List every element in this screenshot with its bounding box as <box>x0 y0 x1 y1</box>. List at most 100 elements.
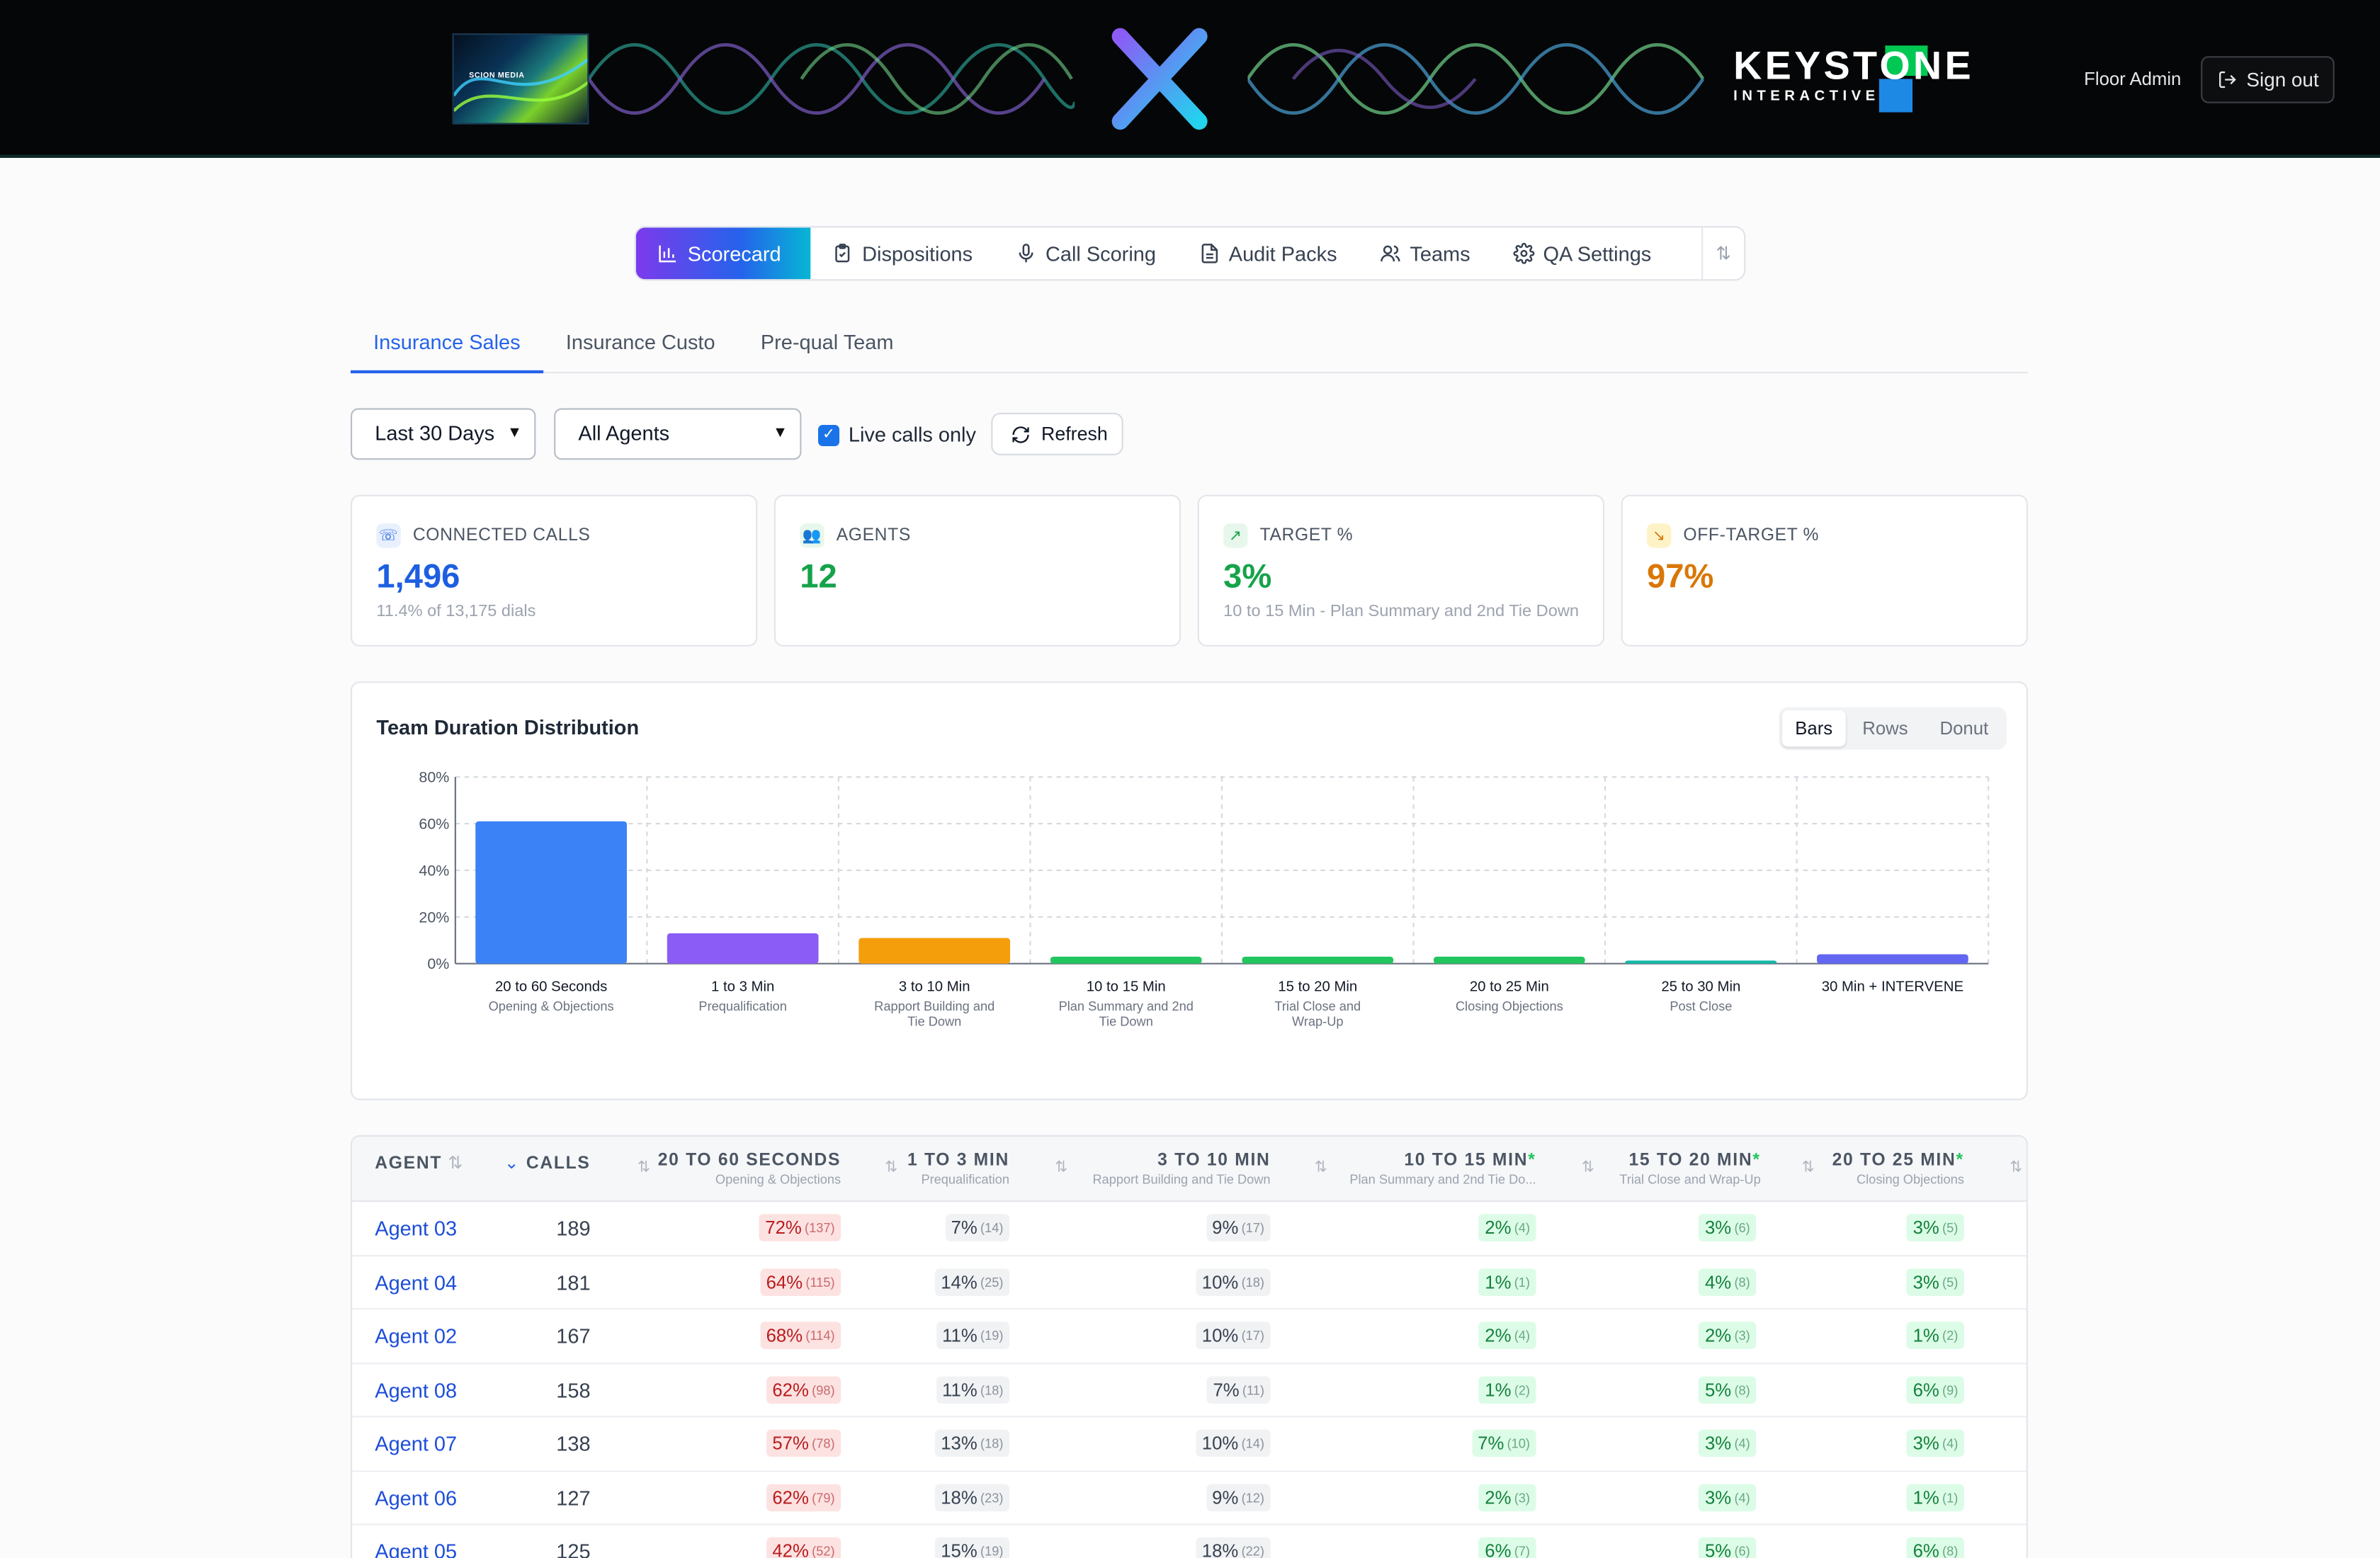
percent-cell: 2% (4) <box>1478 1214 1536 1241</box>
percent-cell: 2% (3) <box>1478 1483 1536 1511</box>
refresh-button[interactable]: Refresh <box>991 412 1123 455</box>
tab-scorecard[interactable]: Scorecard <box>635 227 811 280</box>
percent-cell: 7% (11) <box>1206 1375 1271 1404</box>
sort-arrows-icon: ⇅ <box>1716 242 1731 264</box>
users-icon: 👥 <box>800 523 824 548</box>
view-bars-button[interactable]: Bars <box>1781 710 1846 747</box>
col-3-10-min[interactable]: 3 TO 10 MIN Rapport Building and Tie Dow… <box>1092 1152 1271 1187</box>
nav-reorder-button[interactable]: ⇅ <box>1701 227 1744 280</box>
target-dot-icon: * <box>1528 1152 1536 1171</box>
sign-out-button[interactable]: Sign out <box>2201 56 2335 103</box>
percent-cell: 14% (25) <box>934 1268 1009 1295</box>
agent-link[interactable]: Agent 05 <box>375 1540 458 1558</box>
percent-cell: 42% (52) <box>766 1537 842 1558</box>
target-dot-icon: * <box>1956 1152 1964 1171</box>
table-header: AGENT ⇅ ⌄ CALLS ⇅ 20 TO 60 SECONDS Openi… <box>352 1137 2027 1202</box>
agent-link[interactable]: Agent 07 <box>375 1432 458 1455</box>
stat-value: 1,496 <box>376 557 460 595</box>
percent-cell: 1% (1) <box>1906 1483 1964 1511</box>
sort-icon[interactable]: ⇅ <box>1314 1159 1327 1176</box>
percent-cell: 1% (2) <box>1478 1375 1536 1404</box>
table-row: Agent 08 158 62% (98) 11% (18) 7% (11) 1% (2) 5% (8… <box>352 1363 2027 1418</box>
tab-dispositions[interactable]: Dispositions <box>810 227 994 279</box>
x-tick-sublabel: Closing Objections <box>1456 999 1563 1013</box>
calls-count: 189 <box>556 1217 591 1240</box>
tab-qa-settings[interactable]: QA Settings <box>1492 227 1673 279</box>
percent-cell: 5% (8) <box>1699 1375 1757 1404</box>
sort-desc-icon: ⌄ <box>504 1154 521 1173</box>
col-agent[interactable]: AGENT ⇅ <box>375 1154 465 1173</box>
percent-cell: 3% (4) <box>1699 1429 1757 1457</box>
sort-icon[interactable]: ⇅ <box>1801 1159 1815 1176</box>
top-header: SCION MEDIA KEYSTONE INTERACTIVE <box>0 0 2380 158</box>
team-tab-insurance-custo[interactable]: Insurance Custo <box>565 331 715 354</box>
percent-cell: 64% (115) <box>760 1268 842 1295</box>
percent-cell: 3% (4) <box>1699 1483 1757 1511</box>
x-tick-sublabel: Opening & Objections <box>489 999 614 1013</box>
live-calls-toggle[interactable]: ✓ Live calls only <box>818 423 976 446</box>
stat-subtext: 11.4% of 13,175 dials <box>376 602 536 621</box>
calls-count: 181 <box>556 1270 591 1294</box>
tab-call-scoring[interactable]: Call Scoring <box>994 227 1177 279</box>
sort-icon[interactable]: ⇅ <box>885 1159 898 1176</box>
x-mark-icon <box>1111 28 1208 130</box>
logo-green-block <box>1885 45 1928 76</box>
x-tick-label: 1 to 3 Min <box>711 979 774 994</box>
x-tick-label: 20 to 25 Min <box>1470 979 1549 994</box>
percent-cell: 3% (6) <box>1699 1214 1757 1241</box>
bar-6 <box>1433 956 1585 964</box>
x-tick-sublabel: Prequalification <box>698 999 786 1013</box>
date-range-select[interactable]: Last 30 Days ▼ <box>350 408 536 460</box>
agent-link[interactable]: Agent 08 <box>375 1378 458 1401</box>
bar-8 <box>1817 954 1968 964</box>
view-donut-button[interactable]: Donut <box>1939 717 1989 739</box>
percent-cell: 9% (12) <box>1206 1483 1271 1511</box>
x-tick-sublabel: Rapport Building and <box>874 999 994 1013</box>
percent-cell: 9% (17) <box>1206 1214 1271 1241</box>
agent-link[interactable]: Agent 03 <box>375 1217 458 1240</box>
sort-icon: ⇅ <box>448 1154 465 1173</box>
percent-cell: 2% (4) <box>1478 1321 1536 1349</box>
document-icon <box>1201 244 1218 263</box>
team-tabs: Insurance Sales Insurance Custo Pre-qual… <box>350 312 2028 374</box>
stat-value: 12 <box>800 557 837 595</box>
x-tick-label: 15 to 20 Min <box>1278 979 1357 994</box>
agent-link[interactable]: Agent 04 <box>375 1270 458 1294</box>
table-row: Agent 03 189 72% (137) 7% (14) 9% (17) 2% (4) 3% (6… <box>352 1202 2027 1256</box>
col-calls[interactable]: ⌄ CALLS <box>504 1154 591 1173</box>
sort-icon[interactable]: ⇅ <box>2010 1159 2023 1176</box>
sort-icon[interactable]: ⇅ <box>638 1159 650 1176</box>
sort-icon[interactable]: ⇅ <box>1581 1159 1594 1176</box>
y-tick-label: 60% <box>419 816 449 833</box>
tab-teams[interactable]: Teams <box>1359 227 1492 279</box>
calls-count: 138 <box>556 1432 591 1455</box>
agent-filter-select[interactable]: All Agents ▼ <box>554 408 802 460</box>
agent-link[interactable]: Agent 02 <box>375 1324 458 1348</box>
bar-4 <box>1050 956 1202 964</box>
col-1-3-min[interactable]: 1 TO 3 MIN Prequalification <box>907 1152 1009 1187</box>
x-tick-label: 25 to 30 Min <box>1661 979 1740 994</box>
team-tab-pre-qual[interactable]: Pre-qual Team <box>760 331 894 354</box>
y-tick-label: 80% <box>419 769 449 786</box>
percent-cell: 10% (18) <box>1196 1268 1271 1295</box>
x-tick-label: 3 to 10 Min <box>899 979 970 994</box>
chevron-down-icon: ▼ <box>772 425 788 442</box>
table-row: Agent 07 138 57% (78) 13% (18) 10% (14) 7% (10) 3%… <box>352 1417 2027 1472</box>
col-10-15-min[interactable]: 10 TO 15 MIN* Plan Summary and 2nd Tie D… <box>1349 1152 1536 1187</box>
tab-audit-packs[interactable]: Audit Packs <box>1177 227 1359 279</box>
stat-card-agents: 👥 AGENTS 12 <box>774 494 1182 647</box>
x-tick-sublabel: Trial Close and <box>1274 999 1361 1013</box>
sort-icon[interactable]: ⇅ <box>1055 1159 1068 1176</box>
percent-cell: 7% (14) <box>944 1214 1009 1241</box>
bar-1 <box>475 821 627 964</box>
col-20-60-seconds[interactable]: 20 TO 60 SECONDS Opening & Objections <box>657 1152 842 1187</box>
view-rows-button[interactable]: Rows <box>1862 717 1908 739</box>
live-calls-checkbox[interactable]: ✓ <box>818 423 839 445</box>
x-tick-label: 20 to 60 Seconds <box>495 979 607 994</box>
percent-cell: 11% (19) <box>936 1321 1009 1349</box>
team-tab-insurance-sales[interactable]: Insurance Sales <box>350 312 543 374</box>
col-20-25-min[interactable]: 20 TO 25 MIN* Closing Objections <box>1832 1152 1964 1187</box>
calls-count: 158 <box>556 1378 591 1401</box>
col-15-20-min[interactable]: 15 TO 20 MIN* Trial Close and Wrap-Up <box>1619 1152 1761 1187</box>
agent-link[interactable]: Agent 06 <box>375 1486 458 1510</box>
